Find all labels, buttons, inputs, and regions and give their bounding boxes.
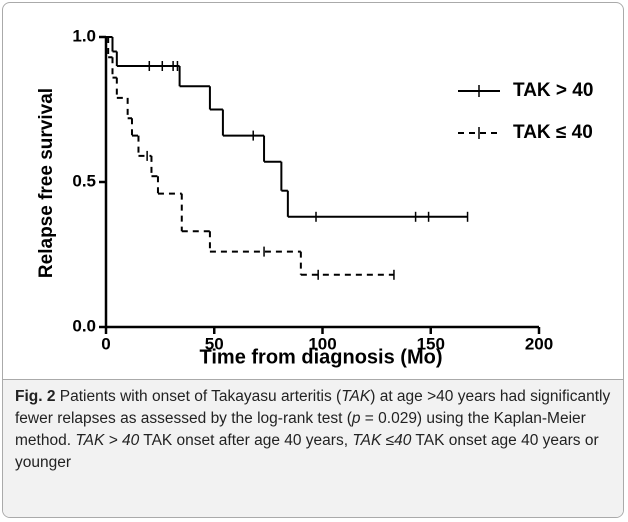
x-axis-label: Time from diagnosis (Mo) — [200, 346, 443, 368]
x-tick-label: 150 — [417, 334, 445, 353]
caption-text: TAK — [341, 388, 371, 405]
y-tick-label: 0.0 — [72, 316, 96, 335]
y-tick-label: 0.5 — [72, 171, 96, 190]
caption-text: p — [351, 410, 361, 427]
caption: Fig. 2 Patients with onset of Takayasu a… — [3, 379, 623, 517]
caption-text: Fig. 2 — [15, 388, 56, 405]
y-axis-label: Relapse free survival — [36, 88, 57, 278]
x-tick-label: 100 — [308, 334, 336, 353]
x-tick-label: 200 — [525, 334, 553, 353]
legend-label: TAK ≤ 40 — [513, 122, 593, 143]
x-tick-label: 50 — [205, 334, 224, 353]
caption-text: TAK ≤40 — [352, 432, 412, 449]
y-tick-label: 1.0 — [72, 26, 96, 45]
caption-text: ) at age >40 years had significantly few… — [15, 388, 611, 427]
figure: Time from diagnosis (Mo) Relapse free su… — [2, 2, 624, 518]
caption-text: = 0.029) using the Kaplan-Meier method. — [15, 410, 586, 449]
chart: Time from diagnosis (Mo) Relapse free su… — [36, 26, 593, 368]
legend-label: TAK > 40 — [513, 80, 593, 101]
caption-text: TAK onset age 40 years or younger — [15, 432, 599, 471]
caption-text: Patients with onset of Takayasu arteriti… — [55, 388, 342, 405]
caption-text: TAK onset after age 40 years, — [139, 432, 353, 449]
caption-text: TAK > 40 — [75, 432, 140, 449]
x-tick-label: 0 — [101, 334, 110, 353]
